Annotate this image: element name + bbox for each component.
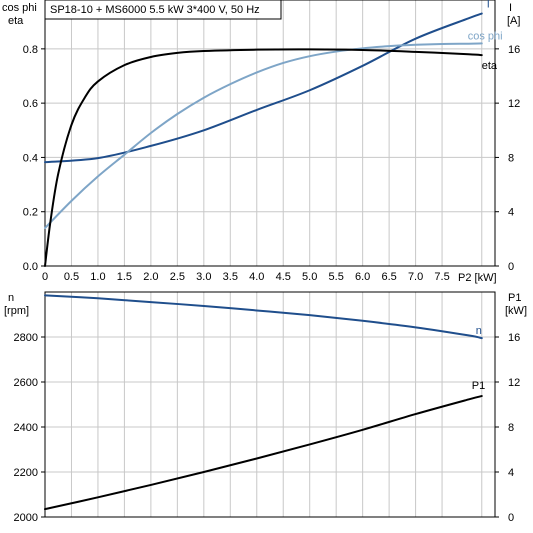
x-tick-label: 4.5 <box>276 271 291 283</box>
x-tick-label: 5.5 <box>329 271 344 283</box>
series-line-cos-phi <box>44 42 483 229</box>
left-tick-label: 0.4 <box>23 152 38 164</box>
top-right-tick-labels: 0 4 8 12 16 <box>495 44 520 273</box>
right-tick-label: 8 <box>508 422 514 434</box>
bottom-right-axis-title-1: P1 <box>508 292 521 304</box>
bottom-series-labels: n P1 <box>472 325 485 392</box>
bottom-chart: n [rpm] P1 [kW] 2000 2200 2400 2600 2800 0 4 8… <box>4 291 527 524</box>
left-tick-label: 0.8 <box>23 44 38 56</box>
x-tick-label: 1.0 <box>90 271 105 283</box>
series-line-eta <box>44 48 483 267</box>
x-tick-label: 1.5 <box>117 271 132 283</box>
series-label-p1: P1 <box>472 380 485 392</box>
bottom-plot-frame <box>44 291 496 518</box>
series-line-i <box>44 12 483 164</box>
bottom-series <box>44 294 483 511</box>
left-tick-label: 2000 <box>14 512 38 524</box>
x-tick-label: 5.0 <box>302 271 317 283</box>
series-line-n <box>44 294 483 340</box>
left-tick-label: 2400 <box>14 422 38 434</box>
right-tick-label: 12 <box>508 377 520 389</box>
left-tick-label: 2600 <box>14 377 38 389</box>
right-tick-label: 0 <box>508 261 514 273</box>
x-tick-label: 4.0 <box>249 271 264 283</box>
bottom-left-tick-labels: 2000 2200 2400 2600 2800 <box>14 332 45 524</box>
bottom-left-axis-title-2: [rpm] <box>4 305 29 317</box>
right-tick-label: 8 <box>508 152 514 164</box>
right-tick-label: 0 <box>508 512 514 524</box>
series-line-p1 <box>44 395 483 511</box>
bottom-grid <box>45 292 495 517</box>
top-plot-frame <box>44 0 496 267</box>
x-tick-label: 3.0 <box>196 271 211 283</box>
series-label-i: I <box>487 0 490 11</box>
top-left-tick-labels: 0.0 0.2 0.4 0.6 0.8 <box>23 44 45 273</box>
top-series <box>44 12 483 267</box>
x-tick-label: 2.5 <box>170 271 185 283</box>
top-right-axis-title-1: I <box>509 2 512 14</box>
series-label-cos-phi: cos phi <box>468 30 503 42</box>
bottom-right-tick-labels: 0 4 8 12 16 <box>495 332 520 524</box>
x-tick-label: 0 <box>42 271 48 283</box>
top-x-tick-labels: 0 0.5 1.0 1.5 2.0 2.5 3.0 3.5 4.0 4.5 5.0 5.5 6.0 6.5… <box>42 271 450 283</box>
title-box <box>44 0 282 20</box>
x-tick-label: 3.5 <box>223 271 238 283</box>
right-tick-label: 12 <box>508 98 520 110</box>
left-tick-label: 2800 <box>14 332 38 344</box>
x-tick-label: 2.0 <box>143 271 158 283</box>
x-tick-label: 7.0 <box>408 271 423 283</box>
x-tick-label: 6.5 <box>381 271 396 283</box>
left-tick-label: 0.6 <box>23 98 38 110</box>
top-grid <box>45 0 495 266</box>
top-left-axis-title-2: eta <box>8 15 24 27</box>
chart-title: SP18-10 + MS6000 5.5 kW 3*400 V, 50 Hz <box>50 4 260 16</box>
bottom-right-axis-title-2: [kW] <box>505 305 527 317</box>
x-axis-label: P2 [kW] <box>458 272 497 284</box>
series-label-n: n <box>476 325 482 337</box>
top-left-axis-title-1: cos phi <box>2 2 37 14</box>
right-tick-label: 16 <box>508 44 520 56</box>
series-label-eta: eta <box>482 60 498 72</box>
top-chart: SP18-10 + MS6000 5.5 kW 3*400 V, 50 Hz c… <box>2 0 520 284</box>
right-tick-label: 4 <box>508 467 514 479</box>
left-tick-label: 0.0 <box>23 261 38 273</box>
left-tick-label: 0.2 <box>23 207 38 219</box>
bottom-left-axis-title-1: n <box>8 292 14 304</box>
right-tick-label: 16 <box>508 332 520 344</box>
x-tick-label: 7.5 <box>434 271 449 283</box>
right-tick-label: 4 <box>508 207 514 219</box>
top-right-axis-title-2: [A] <box>507 15 520 27</box>
x-tick-label: 0.5 <box>64 271 79 283</box>
x-tick-label: 6.0 <box>355 271 370 283</box>
left-tick-label: 2200 <box>14 467 38 479</box>
